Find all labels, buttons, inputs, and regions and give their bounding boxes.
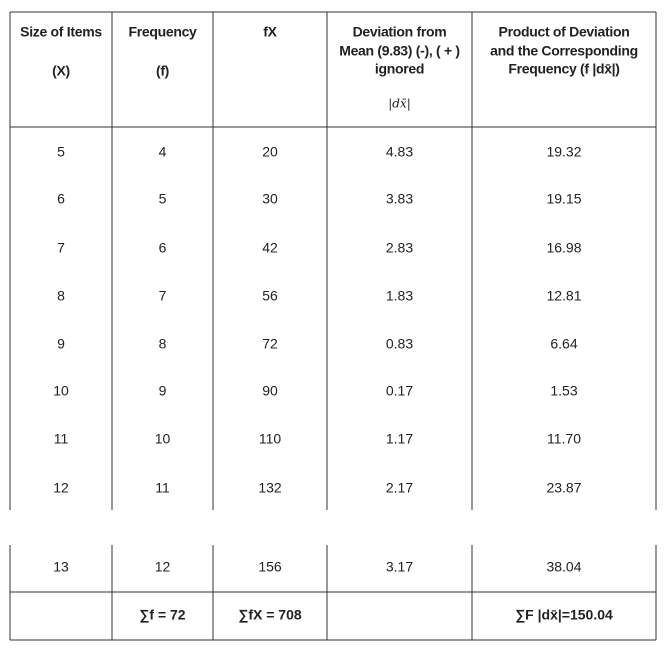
header-text: Product of Deviation: [499, 24, 630, 40]
cell: 4: [159, 144, 167, 160]
cell: 8: [159, 336, 167, 352]
cell: 10: [53, 383, 69, 399]
total-cell: ∑fX = 708: [238, 607, 302, 624]
cell: 72: [262, 336, 278, 352]
cell: 12: [155, 559, 171, 575]
cell: 5: [159, 191, 167, 207]
header-text: fX: [263, 24, 277, 40]
cell: 19.15: [546, 191, 581, 207]
table-borders: [10, 11, 656, 641]
cell: 12.81: [546, 288, 581, 304]
cell: 2.17: [386, 480, 413, 496]
total-cell: ∑F |dx̄|=150.04: [515, 607, 613, 624]
cell: 110: [259, 431, 282, 447]
cell: 0.83: [386, 336, 413, 352]
cell: 9: [57, 336, 65, 352]
cell: 7: [57, 240, 65, 256]
cell: 19.32: [546, 144, 581, 160]
cell: 10: [155, 431, 171, 447]
cell: 90: [262, 383, 278, 399]
cell: 1.17: [386, 431, 413, 447]
header-text: and the Corresponding: [490, 43, 638, 59]
cell: 11.70: [547, 431, 581, 447]
cell: 132: [258, 480, 282, 496]
total-cell: ∑f = 72: [139, 607, 185, 624]
header-text: ignored: [375, 61, 424, 77]
cell: 13: [53, 559, 69, 575]
cell: 30: [262, 191, 278, 207]
header-text: Mean (9.83) (-), ( + ): [339, 43, 460, 59]
cell: 23.87: [546, 480, 581, 496]
cell: 6: [159, 240, 167, 256]
cell: 11: [54, 431, 69, 447]
cell: 5: [57, 144, 65, 160]
cell: 7: [159, 288, 167, 304]
cell: 16.98: [546, 240, 581, 256]
header-text: (f): [156, 63, 169, 79]
cell: 56: [262, 288, 278, 304]
cell: 20: [262, 144, 278, 160]
header-text: Deviation from: [353, 24, 447, 40]
cell: 0.17: [386, 383, 413, 399]
cell: 12: [53, 480, 69, 496]
header-symbol: |dx̄|: [388, 97, 411, 111]
cell: 11: [155, 480, 170, 496]
cell: 38.04: [546, 559, 581, 575]
header-text: Frequency (f |dx̄|): [508, 61, 619, 77]
header-text: Size of Items: [20, 24, 102, 40]
cell: 6: [57, 191, 65, 207]
cell: 9: [159, 383, 167, 399]
cell: 156: [258, 559, 282, 575]
cell: 1.53: [550, 383, 577, 399]
cell: 42: [262, 240, 278, 256]
cell: 8: [57, 288, 65, 304]
header-text: (X): [52, 63, 70, 79]
cell: 1.83: [386, 288, 413, 304]
cell: 3.83: [386, 191, 413, 207]
cell: 3.17: [386, 559, 413, 575]
cell: 6.64: [550, 336, 577, 352]
cell: 4.83: [386, 144, 413, 160]
header-text: Frequency: [128, 24, 197, 40]
cell: 2.83: [386, 240, 413, 256]
